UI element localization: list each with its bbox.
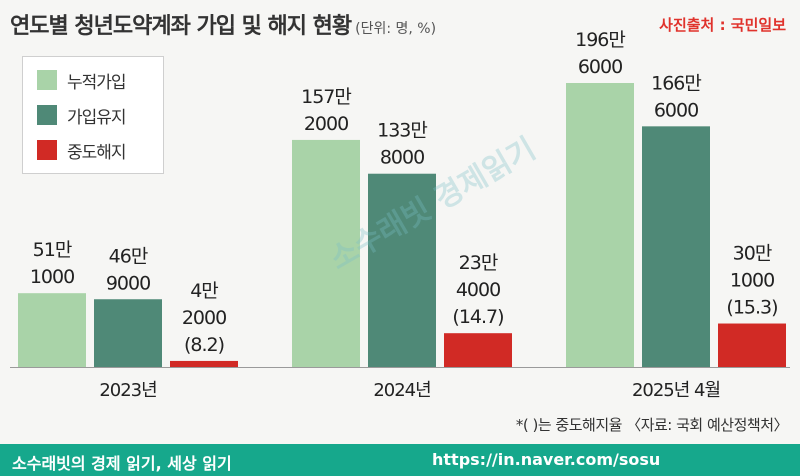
data-label-cumulative-0-0: 51만 (33, 239, 72, 261)
legend-swatch-cancelled (37, 140, 57, 160)
bar-maintained-0 (94, 299, 162, 367)
photo-credit: 사진출처 : 국민일보 (659, 16, 786, 34)
legend-label-maintained: 가입유지 (67, 107, 127, 128)
data-label-cumulative-0-1: 1000 (30, 266, 74, 288)
legend-item-maintained: 가입유지 (37, 102, 127, 128)
chart-legend: 누적가입 가입유지 중도해지 (22, 56, 164, 174)
data-label-cancelled-1-2: (14.7) (452, 306, 503, 328)
data-label-cancelled-2-2: (15.3) (726, 297, 777, 319)
bar-cumulative-0 (18, 293, 86, 367)
legend-item-cumulative: 누적가입 (37, 67, 127, 93)
data-label-maintained-2-0: 166만 (651, 72, 701, 94)
footnote: *( )는 중도해지율 〈자료: 국회 예산정책처〉 (515, 416, 789, 434)
data-label-maintained-0-1: 9000 (106, 272, 150, 294)
footer-blog-name: 소수래빗의 경제 읽기, 세상 읽기 (12, 454, 232, 473)
data-label-cancelled-0-1: 2000 (182, 307, 226, 329)
bar-cumulative-2 (566, 83, 634, 367)
chart-title: 연도별 청년도약계좌 가입 및 해지 현황 (단위: 명, %) (10, 8, 436, 40)
data-label-cumulative-2-0: 196만 (575, 29, 625, 51)
bar-cancelled-1 (444, 333, 512, 367)
bar-maintained-1 (368, 173, 436, 367)
bar-cancelled-2 (718, 323, 786, 367)
x-tick-label-2: 2025년 4월 (632, 380, 720, 401)
data-label-maintained-2-1: 6000 (654, 99, 698, 121)
legend-label-cumulative: 누적가입 (67, 72, 127, 93)
data-label-cumulative-1-1: 2000 (304, 113, 348, 135)
data-label-cumulative-1-0: 157만 (301, 86, 351, 108)
data-label-cancelled-2-1: 1000 (730, 270, 774, 292)
data-label-maintained-1-0: 133만 (377, 120, 427, 142)
footer-blog-url[interactable]: https://in.naver.com/sosu (432, 450, 661, 469)
x-tick-label-0: 2023년 (99, 380, 156, 401)
footer-bar: 소수래빗의 경제 읽기, 세상 읽기 https://in.naver.com/… (0, 444, 800, 476)
data-label-maintained-1-1: 8000 (380, 147, 424, 169)
data-label-cancelled-0-2: (8.2) (184, 334, 224, 356)
bar-cumulative-1 (292, 139, 360, 367)
data-label-cancelled-1-1: 4000 (456, 279, 500, 301)
legend-item-cancelled: 중도해지 (37, 137, 127, 163)
data-label-cancelled-2-0: 30만 (733, 243, 772, 265)
data-label-cancelled-1-0: 23만 (459, 252, 498, 274)
bar-cancelled-0 (170, 360, 238, 367)
bar-maintained-2 (642, 126, 710, 367)
legend-swatch-cumulative (37, 70, 57, 90)
unit-label: (단위: 명, %) (355, 21, 437, 37)
legend-label-cancelled: 중도해지 (67, 142, 127, 163)
x-tick-label-1: 2024년 (373, 380, 430, 401)
data-label-maintained-0-0: 46만 (109, 245, 148, 267)
legend-swatch-maintained (37, 105, 57, 125)
bar-chart: 51만 1000 46만 9000 4만 2000 (8.2) 2023년 157만 2000 13… (10, 29, 790, 401)
chart-title-text: 연도별 청년도약계좌 가입 및 해지 현황 (10, 14, 352, 39)
data-label-cumulative-2-1: 6000 (578, 56, 622, 78)
data-label-cancelled-0-0: 4만 (190, 280, 218, 302)
